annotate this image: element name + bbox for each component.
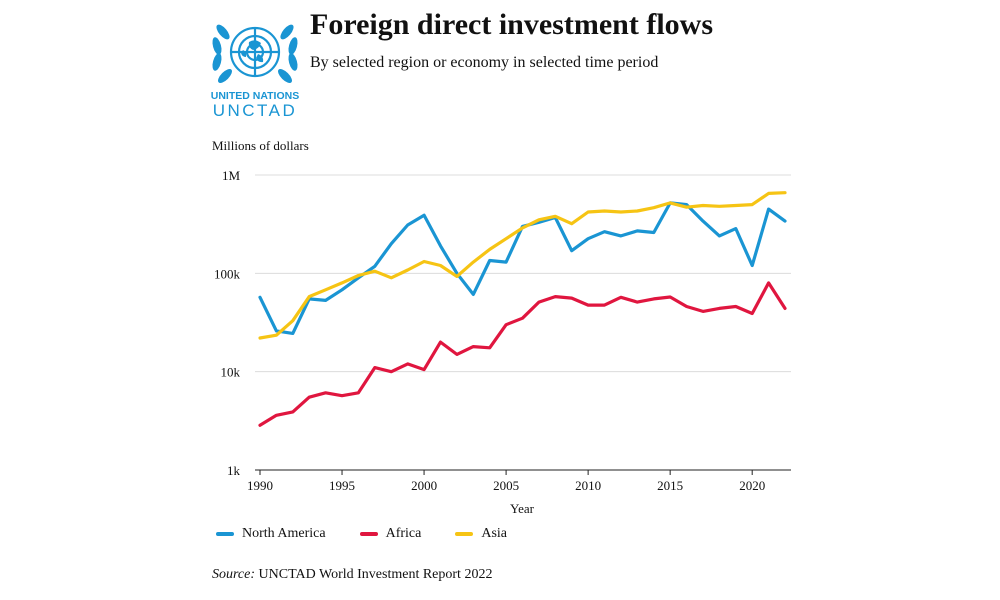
un-logo: UNITED NATIONS UNCTAD (203, 12, 307, 122)
legend-swatch (216, 532, 234, 536)
legend-item-africa: Africa (359, 526, 422, 542)
y-tick-label: 10k (221, 365, 241, 380)
series-line-africa (258, 281, 787, 427)
x-tick-label: 2020 (739, 478, 765, 493)
source-note: Source: UNCTAD World Investment Report 2… (212, 567, 492, 583)
series-line-north-america (258, 201, 787, 335)
chart-legend: North America Africa Asia (216, 526, 507, 542)
x-tick-label: 1995 (329, 478, 355, 493)
x-tick-label: 2000 (411, 478, 437, 493)
source-text: UNCTAD World Investment Report 2022 (258, 567, 493, 582)
y-tick-label: 1M (222, 168, 241, 183)
logo-org-short: UNCTAD (213, 101, 298, 120)
x-tick-label: 2015 (657, 478, 683, 493)
chart-title: Foreign direct investment flows (310, 8, 713, 41)
y-axis-label: Millions of dollars (212, 138, 309, 153)
legend-item-asia: Asia (455, 526, 507, 542)
legend-swatch (455, 532, 474, 536)
legend-label: North America (242, 526, 326, 541)
y-tick-label: 1k (227, 463, 241, 478)
x-tick-label: 2010 (575, 478, 601, 493)
legend-label: Africa (385, 526, 422, 541)
x-axis-label: Year (510, 501, 535, 516)
x-tick-label: 2005 (493, 478, 519, 493)
series-line-asia (258, 191, 787, 340)
legend-item-north-america: North America (216, 526, 326, 542)
source-prefix: Source: (212, 567, 256, 582)
un-emblem-icon: UNITED NATIONS UNCTAD (211, 24, 299, 120)
y-tick-label: 100k (214, 266, 241, 281)
logo-org-name: UNITED NATIONS (211, 90, 299, 102)
x-tick-label: 1990 (247, 478, 273, 493)
legend-label: Asia (481, 526, 508, 541)
legend-swatch (359, 532, 378, 536)
chart-subtitle: By selected region or economy in selecte… (310, 54, 659, 71)
